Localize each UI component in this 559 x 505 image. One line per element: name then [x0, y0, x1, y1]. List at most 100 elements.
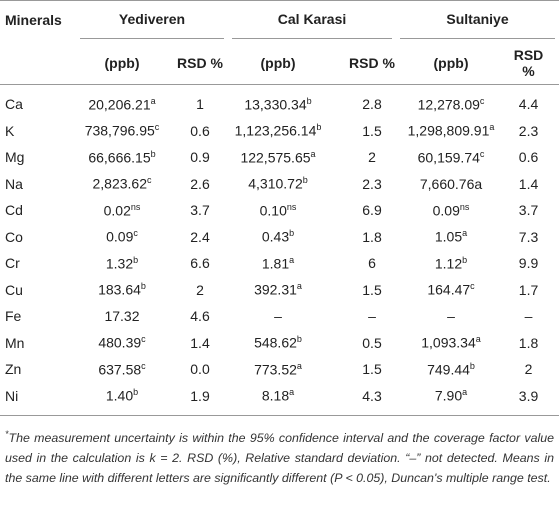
- cell-value: 13,330.34: [244, 96, 307, 113]
- cell-value: 12,278.09: [417, 96, 480, 113]
- value-cell: 4.6: [172, 303, 228, 330]
- value-cell: 0.43b: [228, 224, 348, 251]
- cell-value: 392.31: [254, 282, 297, 299]
- cell-letter: b: [289, 228, 295, 239]
- table-row: Zn 637.58c 0.0 773.52a 1.5 749.44b 2: [0, 356, 559, 383]
- cell-value: 17.32: [104, 308, 140, 325]
- cell-letter: a: [150, 95, 156, 106]
- cell-value: 0.02: [103, 202, 131, 219]
- cell-value: 2: [196, 281, 204, 298]
- cell-value: 9.9: [518, 255, 539, 272]
- cell-letter: c: [141, 360, 146, 371]
- table-row: Na 2,823.62c 2.6 4,310.72b 2.3 7,660.76a 1.4: [0, 171, 559, 198]
- cell-value: 3.9: [518, 387, 539, 404]
- cell-value: 1.8: [362, 228, 382, 245]
- cell-value: 0.10: [259, 202, 287, 219]
- table-row: Mn 480.39c 1.4 548.62b 0.5 1,093.34a 1.8: [0, 330, 559, 357]
- cell-letter: b: [140, 281, 146, 292]
- value-cell: 1: [172, 91, 228, 118]
- value-cell: 0.5: [348, 330, 396, 357]
- mineral-cell: Fe: [5, 308, 22, 325]
- cell-value: 1.40: [105, 388, 134, 405]
- value-cell: 2.6: [172, 171, 228, 198]
- table-row: Cu 183.64b 2 392.31a 1.5 164.47c 1.7: [0, 277, 559, 304]
- cell-value: 548.62: [254, 335, 297, 352]
- cell-value: 1.5: [362, 361, 382, 378]
- cell-value: 0.6: [190, 122, 210, 139]
- cell-value: 0.09: [106, 229, 134, 246]
- value-cell: 637.58c: [72, 356, 172, 383]
- cell-value: 2.4: [190, 228, 210, 245]
- subheader: (ppb): [260, 54, 296, 71]
- value-cell: 2.3: [348, 171, 396, 198]
- cell-value: 6.9: [362, 202, 382, 219]
- cell-value: 0.9: [190, 149, 210, 166]
- cell-value: 8.18: [261, 388, 290, 405]
- table-row: Co 0.09c 2.4 0.43b 1.8 1.05a 7.3: [0, 224, 559, 251]
- value-cell: 12,278.09c: [396, 91, 506, 118]
- cell-value: 3.7: [190, 202, 210, 219]
- cell-letter: b: [306, 95, 312, 106]
- value-cell: 2: [172, 277, 228, 304]
- cell-value: 0.5: [362, 334, 382, 351]
- cell-value: 2: [368, 149, 376, 166]
- group-header: Yediveren: [80, 3, 224, 39]
- cell-value: 1.5: [362, 281, 382, 298]
- cell-value: 1,093.34: [421, 335, 476, 352]
- value-cell: 1.5: [348, 356, 396, 383]
- cell-letter: ns: [459, 201, 470, 212]
- value-cell: –: [348, 303, 396, 330]
- value-cell: 1.5: [348, 118, 396, 145]
- value-cell: 1.8: [506, 330, 559, 357]
- value-cell: 9.9: [506, 250, 559, 277]
- cell-value: –: [368, 308, 376, 325]
- cell-value: 3.7: [518, 202, 539, 219]
- mineral-cell: Mg: [5, 149, 25, 166]
- mineral-cell: K: [5, 122, 15, 139]
- cell-value: 4.4: [518, 96, 539, 113]
- subheader: (ppb): [104, 54, 140, 71]
- minerals-table: Minerals Yediveren Cal Karasi Sultaniye …: [0, 0, 559, 416]
- footnote-text: The measurement uncertainty is within th…: [5, 431, 554, 486]
- value-cell: –: [228, 303, 348, 330]
- cell-letter: c: [479, 95, 485, 106]
- cell-value: 2.8: [362, 96, 382, 113]
- value-cell: 2: [348, 144, 396, 171]
- value-cell: 2.4: [172, 224, 228, 251]
- cell-value: 2.3: [518, 122, 539, 139]
- table-row: Mg 66,666.15b 0.9 122,575.65a 2 60,159.74c 0.6: [0, 144, 559, 171]
- table-row: Cd 0.02ns 3.7 0.10ns 6.9 0.09ns 3.7: [0, 197, 559, 224]
- cell-value: 773.52: [254, 361, 297, 378]
- cell-letter: b: [296, 334, 302, 345]
- value-cell: 1.12b: [396, 250, 506, 277]
- value-cell: 7.90a: [396, 383, 506, 416]
- cell-value: 1,298,809.91: [407, 123, 490, 140]
- cell-value: 1.32: [105, 255, 134, 272]
- cell-value: 1.8: [518, 334, 539, 351]
- value-cell: 4.3: [348, 383, 396, 416]
- subheader: (ppb): [433, 54, 469, 71]
- cell-letter: a: [289, 387, 295, 398]
- value-cell: 122,575.65a: [228, 144, 348, 171]
- value-cell: 1,123,256.14b: [228, 118, 348, 145]
- value-cell: 1.4: [172, 330, 228, 357]
- value-cell: 7,660.76a: [396, 171, 506, 198]
- cell-letter: a: [462, 228, 468, 239]
- cell-letter: c: [141, 334, 146, 345]
- cell-value: 1,123,256.14: [234, 123, 317, 140]
- mineral-cell: Ni: [5, 387, 19, 404]
- mineral-cell: Cu: [5, 281, 23, 298]
- value-cell: 2,823.62c: [72, 171, 172, 198]
- subheader: RSD %: [177, 54, 223, 71]
- cell-letter: b: [150, 148, 156, 159]
- value-cell: –: [396, 303, 506, 330]
- cell-letter: c: [470, 281, 475, 292]
- table-row: K 738,796.95c 0.6 1,123,256.14b 1.5 1,298,809…: [0, 118, 559, 145]
- cell-letter: ns: [130, 201, 141, 212]
- cell-value: 7,660.76a: [419, 175, 483, 192]
- value-cell: 392.31a: [228, 277, 348, 304]
- table-row: Fe 17.32 4.6 – – – –: [0, 303, 559, 330]
- value-cell: 8.18a: [228, 383, 348, 416]
- cell-value: 6: [368, 255, 376, 272]
